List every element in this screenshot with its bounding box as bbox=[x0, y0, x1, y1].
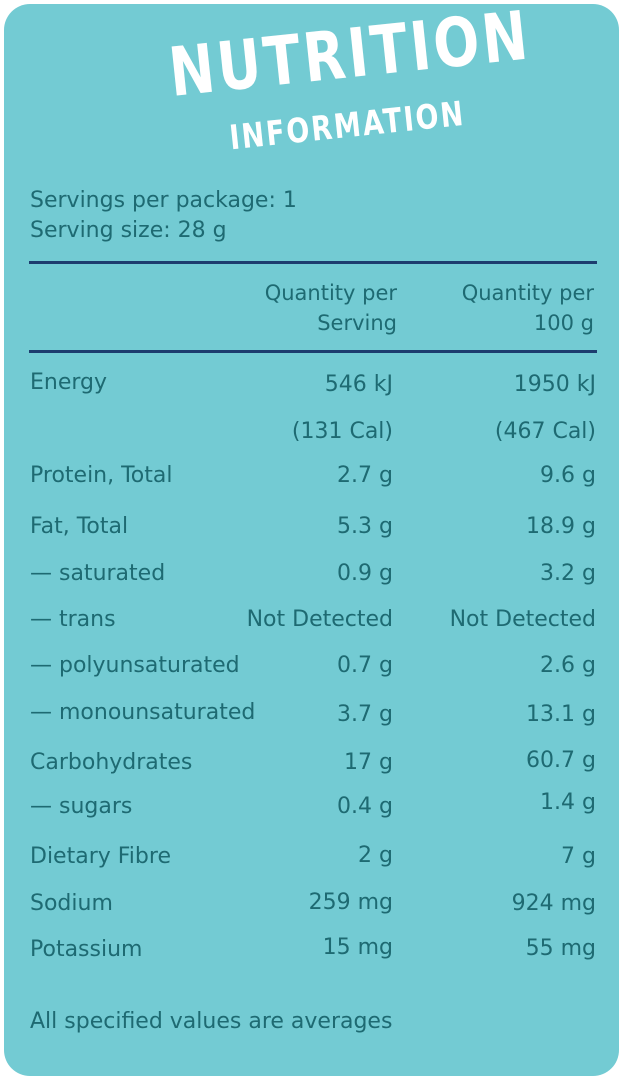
servings-per-package: Servings per package: 1 bbox=[30, 188, 297, 213]
row-serving: 0.4 g bbox=[337, 794, 393, 819]
nutrition-panel bbox=[4, 4, 619, 1076]
row-serving: 3.7 g bbox=[337, 702, 393, 727]
title-block: NUTRITION INFORMATION bbox=[0, 0, 623, 180]
row-label: Potassium bbox=[30, 937, 143, 962]
header-per-100g-line1: Quantity per bbox=[461, 281, 594, 305]
row-per100: 924 mg bbox=[511, 891, 596, 916]
row-per100: 2.6 g bbox=[540, 653, 596, 678]
row-serving: 0.9 g bbox=[337, 561, 393, 586]
row-per100: 1950 kJ bbox=[513, 372, 596, 397]
row-serving: 5.3 g bbox=[337, 514, 393, 539]
row-serving: 259 mg bbox=[308, 890, 393, 915]
header-per-serving-line2: Serving bbox=[317, 311, 397, 335]
row-serving: 0.7 g bbox=[337, 653, 393, 678]
serving-size: Serving size: 28 g bbox=[30, 218, 227, 243]
row-label: — trans bbox=[30, 607, 116, 632]
row-label: — saturated bbox=[30, 561, 166, 586]
title-sub: INFORMATION bbox=[227, 94, 468, 159]
row-serving: 15 mg bbox=[322, 935, 393, 960]
header-per-100g: Quantity per 100 g bbox=[462, 278, 594, 338]
row-serving: Not Detected bbox=[246, 607, 393, 632]
top-rule bbox=[29, 261, 597, 264]
row-serving: 2.7 g bbox=[337, 463, 393, 488]
row-label: Sodium bbox=[30, 891, 113, 916]
header-per-serving: Quantity per Serving bbox=[265, 278, 397, 338]
row-label: Protein, Total bbox=[30, 463, 173, 488]
row-per100: 7 g bbox=[561, 844, 596, 869]
row-serving: 546 kJ bbox=[324, 372, 393, 397]
row-serving: 17 g bbox=[344, 750, 393, 775]
row-label: Carbohydrates bbox=[30, 750, 193, 775]
row-label: — monounsaturated bbox=[30, 700, 256, 725]
row-per100: 3.2 g bbox=[540, 561, 596, 586]
header-rule bbox=[29, 350, 597, 353]
row-per100: 55 mg bbox=[525, 936, 596, 961]
row-label: Energy bbox=[30, 370, 108, 395]
row-serving: (131 Cal) bbox=[291, 419, 393, 444]
footer-note: All specified values are averages bbox=[30, 1009, 393, 1034]
row-per100: 18.9 g bbox=[526, 514, 596, 539]
row-per100: 60.7 g bbox=[526, 748, 596, 773]
row-per100: 1.4 g bbox=[540, 790, 596, 815]
row-label: — polyunsaturated bbox=[30, 653, 240, 678]
row-per100: Not Detected bbox=[449, 607, 596, 632]
row-label: — sugars bbox=[30, 794, 133, 819]
row-label: Dietary Fibre bbox=[30, 844, 171, 869]
header-per-100g-line2: 100 g bbox=[533, 311, 594, 335]
row-label: Fat, Total bbox=[30, 514, 129, 539]
row-per100: 13.1 g bbox=[526, 702, 596, 727]
row-per100: 9.6 g bbox=[540, 463, 596, 488]
title-main: NUTRITION bbox=[165, 0, 535, 113]
row-serving: 2 g bbox=[358, 843, 393, 868]
header-per-serving-line1: Quantity per bbox=[264, 281, 397, 305]
row-per100: (467 Cal) bbox=[494, 419, 596, 444]
